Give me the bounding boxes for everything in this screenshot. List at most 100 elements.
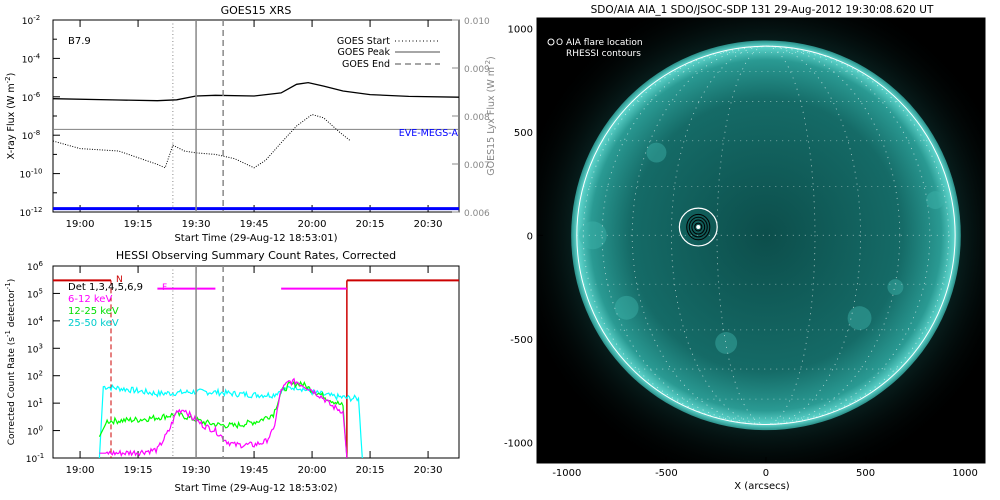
goes-y2-tick-label-2: 0.008 — [464, 113, 490, 123]
rhessi-series-25-50-kev — [98, 382, 363, 458]
rhessi-legend-25-50: 25-50 keV — [68, 318, 119, 329]
aia-rhessi-contour-0 — [694, 222, 703, 232]
rhessi-y-tick-label-2: 104 — [27, 315, 43, 328]
aia-x-tick-label-0: -1000 — [552, 468, 581, 479]
aia-rhessi-contour-1 — [691, 219, 706, 235]
aia-x-tick-label-2: 0 — [763, 468, 769, 479]
aia-longitude-line-45 — [631, 45, 901, 425]
rhessi-x-tick-label-5: 20:15 — [356, 465, 385, 476]
aia-title: SDO/AIA AIA_1 SDO/JSOC-SDP 131 29-Aug-20… — [591, 4, 934, 16]
aia-legend-circle-icon — [547, 38, 555, 46]
goes-y2-tick-label-0: 0.010 — [464, 17, 490, 27]
goes-legend-start: GOES Start — [337, 36, 390, 47]
rhessi-y-tick-label-3: 103 — [27, 342, 43, 355]
aia-y-tick-label-0: 1000 — [508, 24, 533, 35]
aia-panel: SDO/AIA AIA_1 SDO/JSOC-SDP 131 29-Aug-20… — [504, 4, 986, 492]
goes-long-channel-line — [53, 81, 459, 102]
aia-y-tick-label-1: 500 — [514, 128, 533, 139]
goes-y-tick-label-2: 10-6 — [22, 91, 41, 104]
goes-x-tick-label-6: 20:30 — [414, 219, 443, 230]
rhessi-series-12-25-kev — [98, 380, 348, 458]
aia-bright-region-1 — [614, 295, 639, 320]
aia-x-tick-label-3: 500 — [856, 468, 875, 479]
rhessi-y-ticks: 106 105 104 103 102 101 100 10-1 — [26, 260, 60, 465]
goes-x-tick-label-3: 19:45 — [240, 219, 269, 230]
aia-plot-frame — [536, 17, 986, 464]
goes-y2-tick-label-3: 0.007 — [464, 161, 490, 171]
rhessi-y-tick-label-0: 106 — [27, 260, 43, 273]
rhessi-plot-frame — [52, 265, 460, 459]
aia-y-tick-label-4: -1000 — [504, 438, 533, 449]
aia-bright-region-5 — [715, 332, 738, 354]
rhessi-y-tick-label-7: 10-1 — [26, 452, 44, 465]
rhessi-panel: HESSI Observing Summary Count Rates, Cor… — [4, 249, 460, 494]
goes-y2-tick-label-1: 0.009 — [464, 65, 490, 75]
goes-plot-frame — [52, 19, 460, 213]
aia-flare-location-circle — [678, 207, 718, 247]
rhessi-y-axis-label: Corrected Count Rate (s-1 detector-1) — [4, 279, 17, 446]
goes-y2-ticks: 0.010 0.009 0.008 0.007 0.006 — [452, 17, 490, 219]
goes-y-tick-label-5: 10-12 — [20, 206, 43, 219]
goes-x-axis-label: Start Time (29-Aug-12 18:53:01) — [174, 233, 337, 244]
goes-legend-peak: GOES Peak — [338, 47, 391, 58]
rhessi-legend-6-12: 6-12 keV — [68, 294, 112, 305]
rhessi-fast-flag-label: F — [162, 283, 167, 293]
goes-y-tick-label-4: 10-10 — [20, 168, 43, 181]
goes-x-tick-label-4: 20:00 — [298, 219, 327, 230]
rhessi-y-tick-label-1: 105 — [27, 287, 43, 300]
goes-x-tick-label-2: 19:30 — [182, 219, 211, 230]
rhessi-title: HESSI Observing Summary Count Rates, Cor… — [116, 249, 396, 262]
goes-short-channel-line — [53, 113, 352, 169]
goes-class-label: B7.9 — [68, 36, 91, 47]
goes-panel: GOES15 XRS 10-2 10-4 10-6 10-8 10-10 10-12 0.… — [4, 4, 497, 244]
aia-rhessi-contour-3 — [686, 213, 711, 241]
aia-x-ticks: -1000 -500 0 500 1000 — [552, 457, 978, 479]
rhessi-x-tick-label-2: 19:30 — [182, 465, 211, 476]
aia-y-tick-label-3: -500 — [510, 335, 533, 346]
goes-x-tick-label-5: 20:15 — [356, 219, 385, 230]
goes-eve-label: EVE-MEGS-A — [399, 128, 459, 139]
goes-y2-axis-label: GOES15 Lyx Flux (W m-2) — [484, 56, 497, 176]
rhessi-x-tick-label-3: 19:45 — [240, 465, 269, 476]
aia-bright-region-6 — [887, 279, 904, 296]
rhessi-x-tick-label-0: 19:00 — [66, 465, 95, 476]
goes-title: GOES15 XRS — [221, 4, 292, 17]
goes-x-tick-label-1: 19:15 — [124, 219, 153, 230]
aia-sun-disk — [571, 40, 961, 431]
rhessi-y-tick-label-4: 102 — [27, 370, 43, 383]
rhessi-x-tick-label-4: 20:00 — [298, 465, 327, 476]
aia-legend-rhessi: RHESSI contours — [566, 49, 641, 59]
aia-image — [537, 18, 985, 463]
aia-bright-region-2 — [646, 142, 667, 163]
goes-y-tick-label-1: 10-4 — [22, 52, 41, 65]
goes-y-axis-label: X-ray Flux (W m-2) — [4, 73, 17, 160]
rhessi-y-tick-label-5: 101 — [27, 397, 43, 410]
aia-bright-region-0 — [578, 221, 607, 250]
aia-x-tick-label-4: 1000 — [952, 468, 977, 479]
rhessi-legend-title: Det 1,3,4,5,6,9 — [68, 282, 143, 293]
aia-x-axis-label: X (arcsecs) — [734, 481, 790, 492]
goes-x-tick-label-0: 19:00 — [66, 219, 95, 230]
rhessi-x-tick-label-1: 19:15 — [124, 465, 153, 476]
rhessi-y-tick-label-6: 100 — [27, 425, 43, 438]
aia-bright-region-3 — [926, 191, 945, 210]
rhessi-marks — [53, 266, 459, 458]
aia-flare-core — [696, 225, 701, 230]
aia-y-ticks: 1000 500 0 -500 -1000 — [504, 24, 543, 449]
rhessi-x-ticks: 19:00 19:15 19:30 19:45 20:00 20:15 20:30 — [66, 266, 443, 476]
aia-bright-region-4 — [847, 306, 872, 331]
goes-y-ticks: 10-2 10-4 10-6 10-8 10-10 10-12 — [20, 14, 60, 219]
rhessi-legend-12-25: 12-25 keV — [68, 306, 119, 317]
goes-y-tick-label-0: 10-2 — [22, 14, 40, 27]
aia-legend-flare: O AIA flare location — [556, 38, 643, 48]
aia-coordinate-grid — [576, 45, 956, 425]
rhessi-x-tick-label-6: 20:30 — [414, 465, 443, 476]
aia-x-tick-label-1: -500 — [655, 468, 678, 479]
goes-y-tick-label-3: 10-8 — [22, 129, 40, 142]
goes-legend-end: GOES End — [342, 59, 390, 70]
aia-y-tick-label-2: 0 — [527, 231, 533, 242]
aia-longitude-line-30 — [671, 45, 861, 425]
rhessi-night-flag-label: N — [116, 275, 123, 285]
aia-rhessi-contour-2 — [688, 216, 708, 238]
